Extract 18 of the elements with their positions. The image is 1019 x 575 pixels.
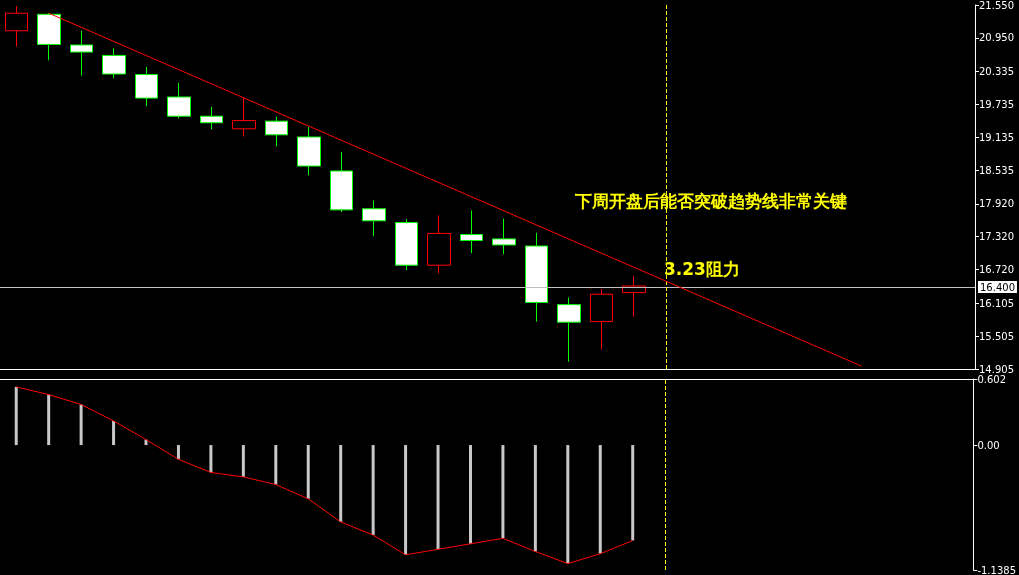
y-tick-label: 21.550 xyxy=(979,0,1014,11)
y-tick-label: 14.905 xyxy=(979,363,1014,375)
annotation: 3.23阻力 xyxy=(664,258,740,279)
y-tick-label: 20.950 xyxy=(979,32,1014,44)
y-tick-label: -1.1385 xyxy=(977,564,1017,575)
y-tick-label: 17.320 xyxy=(979,231,1014,243)
y-tick-label: 20.335 xyxy=(979,66,1014,78)
y-tick-label: 0.00 xyxy=(977,439,1000,451)
y-tick-label: 18.535 xyxy=(979,164,1014,176)
y-tick-label: 0.602 xyxy=(977,373,1007,385)
annotation: 下周开盘后能否突破趋势线非常关键 xyxy=(574,190,847,211)
y-tick-label: 16.720 xyxy=(979,264,1014,276)
y-tick-label: 19.735 xyxy=(979,98,1014,110)
y-tick-label: 15.505 xyxy=(979,330,1014,342)
ref-line-label: 16.400 xyxy=(980,281,1015,293)
y-tick-label: 16.105 xyxy=(979,297,1014,309)
y-tick-label: 17.920 xyxy=(979,198,1014,210)
y-tick-label: 19.135 xyxy=(979,131,1014,143)
